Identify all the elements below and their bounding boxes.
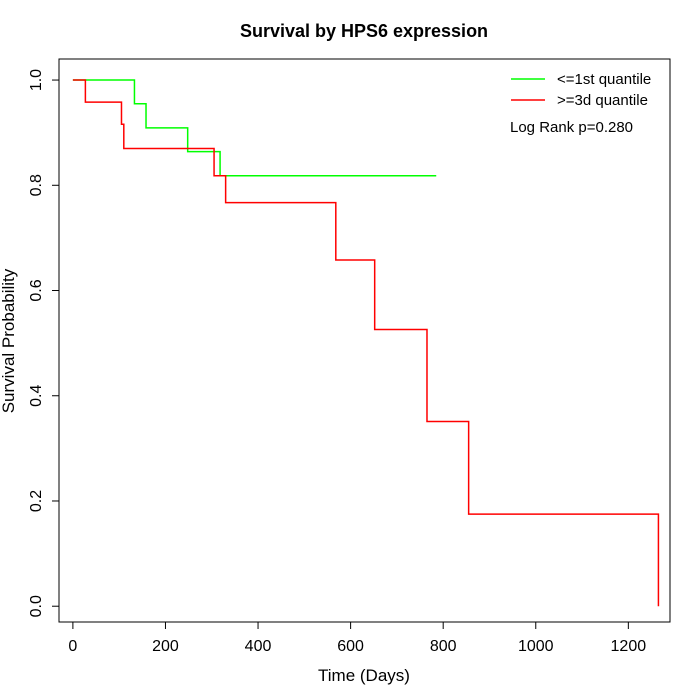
y-axis-label: Survival Probability (0, 268, 18, 413)
y-tick-label: 0.4 (28, 385, 45, 407)
log-rank-annotation: Log Rank p=0.280 (510, 119, 633, 136)
x-tick-label: 400 (245, 638, 272, 655)
legend: <=1st quantile >=3d quantile (511, 71, 651, 109)
y-tick-label: 0.8 (28, 174, 45, 196)
x-tick-label: 200 (152, 638, 179, 655)
y-tick-label: 0.0 (28, 595, 45, 617)
survival-curve-high-expression (72, 79, 660, 607)
x-tick-label: 1200 (611, 638, 647, 655)
x-tick-label: 600 (337, 638, 364, 655)
y-tick-label: 0.2 (28, 490, 45, 512)
x-tick-label: 800 (430, 638, 457, 655)
y-axis: 0.0 0.2 0.4 0.6 0.8 1.0 (28, 69, 60, 617)
survival-curve-low-expression (72, 79, 437, 177)
x-axis: 0 200 400 600 800 1000 1200 (68, 621, 647, 655)
y-tick-label: 0.6 (28, 279, 45, 301)
y-tick-label: 1.0 (28, 69, 45, 91)
legend-label-high: >=3d quantile (557, 92, 648, 109)
chart-title: Survival by HPS6 expression (240, 21, 488, 41)
x-axis-label: Time (Days) (318, 666, 410, 685)
x-tick-label: 0 (68, 638, 77, 655)
x-tick-label: 1000 (518, 638, 554, 655)
series-layer (72, 79, 660, 607)
legend-label-low: <=1st quantile (557, 71, 651, 88)
